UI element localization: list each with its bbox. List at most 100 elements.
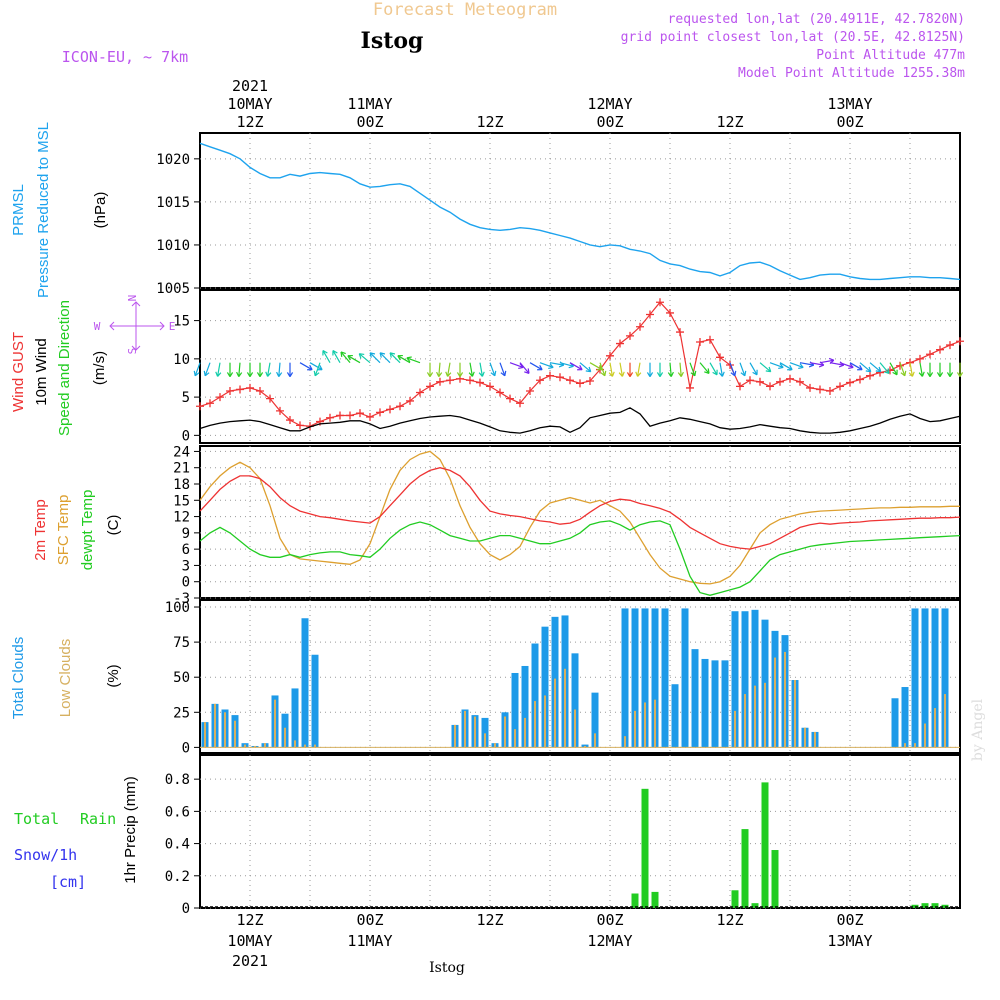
low-cloud-bar: [774, 657, 776, 748]
header-location: Istog: [361, 28, 424, 54]
wind-direction-arrow: [406, 357, 421, 364]
wind-arrowhead: [712, 369, 718, 376]
clouds-ytick-label: 0: [182, 740, 190, 756]
top-axis-hour: 00Z: [356, 113, 383, 131]
wind-direction-arrow: [919, 362, 924, 377]
wind-arrowhead: [798, 363, 804, 370]
wind-direction-arrow: [609, 362, 614, 377]
wind-direction-arrow: [699, 362, 710, 374]
wind-arrowhead: [740, 370, 747, 377]
temp-ytick-label: 24: [173, 444, 190, 460]
wind-direction-arrow: [579, 362, 592, 373]
low-cloud-bar: [474, 716, 476, 748]
wind-direction-arrow: [879, 362, 890, 374]
gust-marker: [666, 308, 674, 317]
bottom-axis-year: 2021: [232, 952, 268, 970]
low-cloud-bar: [494, 743, 496, 748]
wind-arrowhead: [956, 372, 964, 377]
pressure-ytick-label: 1020: [156, 152, 190, 168]
wind-arrowhead: [276, 371, 283, 377]
wind-arrowhead: [848, 363, 854, 370]
wind-arrowhead: [358, 353, 365, 359]
total-cloud-bar: [891, 698, 899, 748]
clouds-unit-label: (%): [105, 664, 122, 687]
wind-direction-arrow: [479, 362, 484, 377]
gust-marker: [856, 375, 864, 384]
pressure-ytick-label: 1010: [156, 238, 190, 254]
low-cloud-bar: [654, 699, 656, 748]
wind-direction-arrow: [499, 362, 506, 377]
wind-direction-arrow: [819, 359, 834, 364]
clouds-ytick-label: 100: [165, 600, 190, 616]
pressure-panel: 1005 1010 1015 1020: [156, 132, 961, 297]
gust-marker: [726, 360, 734, 369]
gust-marker: [656, 298, 664, 307]
gust-marker: [806, 383, 814, 392]
top-axis-hour: 12Z: [236, 113, 263, 131]
low-cloud-bar: [514, 729, 516, 748]
precip-panel: 0 0.2 0.4 0.6 0.8: [165, 754, 961, 917]
gust-marker: [686, 383, 694, 392]
wind-arrowhead: [787, 365, 793, 371]
low-cloud-bar: [554, 678, 556, 748]
gust-marker: [276, 406, 284, 415]
wind-arrowhead: [656, 372, 664, 377]
temp-ytick-label: 15: [173, 493, 190, 509]
gust-marker: [566, 376, 574, 385]
top-axis-date: 12MAY: [587, 95, 632, 113]
wind-direction-arrow: [569, 362, 583, 371]
bottom-axis-hour: 12Z: [716, 911, 743, 929]
low-cloud-bar: [484, 733, 486, 748]
low-cloud-bar: [754, 685, 756, 748]
gust-marker: [286, 416, 294, 425]
low-cloud-bar: [214, 703, 216, 748]
temp-ytick-label: 0: [182, 575, 190, 591]
wind-direction-arrow: [829, 362, 844, 366]
gust-marker: [546, 371, 554, 380]
header-title: Forecast Meteogram: [373, 0, 557, 20]
low-cloud-bar: [564, 668, 566, 748]
snow-unit-label: [cm]: [50, 873, 86, 891]
compass-n: N: [126, 295, 139, 302]
wind-arrowhead: [436, 371, 443, 377]
gust-marker: [376, 408, 384, 417]
header-model-alt: Model Point Altitude 1255.38m: [738, 66, 965, 81]
wind-arrowhead: [236, 371, 243, 377]
header-requested: requested lon,lat (20.4911E, 42.7820N): [668, 12, 965, 27]
wind-direction-arrow: [619, 362, 624, 377]
wind-arrowhead: [246, 372, 254, 377]
wind-arrowhead: [635, 371, 642, 377]
wind-direction-arrow: [509, 362, 524, 369]
compass-e: E: [169, 320, 176, 333]
wind-direction-arrow: [332, 350, 341, 363]
pressure-line: [199, 142, 961, 281]
wind-direction-arrow: [859, 362, 872, 373]
total-cloud-bar: [521, 665, 529, 748]
clouds-ytick-label: 75: [173, 635, 190, 651]
wind-arrowhead: [478, 371, 485, 377]
wind-ytick-label: 15: [173, 314, 190, 330]
compass-s: S: [126, 348, 139, 355]
low-cloud-bar: [794, 680, 796, 748]
wind-direction-arrow: [899, 362, 906, 377]
wind-direction-arrow: [529, 362, 543, 371]
compass-w: W: [94, 320, 101, 333]
wind-direction-arrow: [314, 362, 321, 377]
gust-marker: [676, 328, 684, 337]
gust-marker: [486, 382, 494, 391]
wind-direction-arrow: [849, 362, 863, 371]
wind-arrowhead: [618, 371, 625, 377]
bottom-axis-hour: 00Z: [356, 911, 383, 929]
gust-marker: [756, 377, 764, 386]
wind-direction-arrow: [238, 362, 241, 377]
gust-marker: [826, 386, 834, 395]
precip-ytick-label: 0.2: [165, 869, 190, 885]
gust-marker: [936, 345, 944, 354]
wind-arrowhead: [340, 351, 346, 357]
wind-direction-arrow: [194, 362, 201, 377]
low-cloud-bar: [804, 727, 806, 748]
wind-arrowhead: [704, 368, 710, 374]
wind-arrowhead: [332, 350, 338, 356]
wind-arrowhead: [445, 371, 452, 377]
